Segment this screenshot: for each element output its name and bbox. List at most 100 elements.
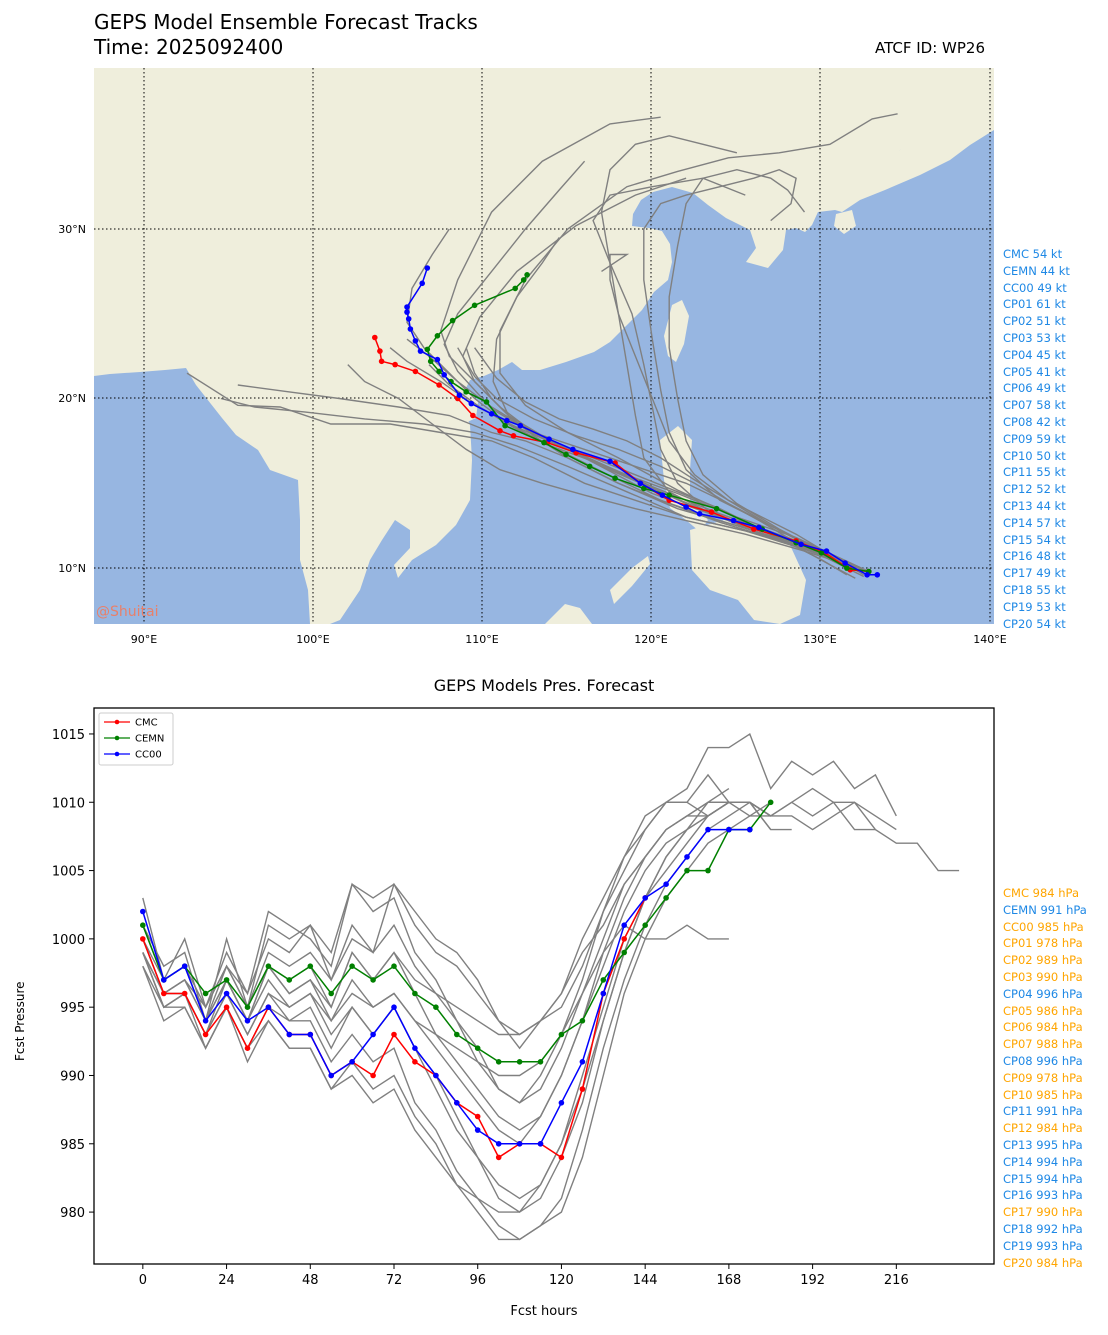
wind-list-item: CP11 55 kt — [1003, 465, 1066, 480]
forecast-time: Time: 2025092400 — [94, 35, 284, 59]
cc00-track-point — [730, 517, 737, 524]
cc00-track-point — [864, 572, 870, 578]
cemn-track-point — [666, 492, 672, 499]
cmc-pressure-point — [140, 936, 146, 942]
cemn-pressure-point — [600, 977, 607, 983]
ensemble-track-line — [406, 338, 870, 573]
cmc-pressure-point — [244, 1045, 251, 1051]
lon-tick: 120°E — [634, 633, 667, 646]
cmc-pressure-point — [181, 990, 188, 997]
cc00-pressure-point — [621, 922, 627, 928]
wind-list-item: CP04 45 kt — [1003, 347, 1066, 362]
cemn-track-point — [541, 439, 547, 446]
cmc-track-point — [392, 361, 398, 368]
cc00-pressure-point — [223, 990, 230, 997]
pressure-list-item: CC00 985 hPa — [1003, 919, 1084, 934]
cemn-pressure-point — [579, 1018, 586, 1024]
cemn-pressure-point — [474, 1045, 481, 1051]
wind-list-item: CEMN 44 kt — [1003, 263, 1070, 278]
y-tick-label: 985 — [60, 1138, 85, 1153]
wind-intensity-list: CMC 54 kt CEMN 44 kt CC00 49 kt CP01 61 kt C… — [1003, 246, 1070, 632]
cemn-track-point — [483, 399, 490, 405]
cc00-pressure-point — [579, 1059, 586, 1065]
ensemble-track-line — [474, 347, 865, 576]
cc00-track-point — [696, 511, 703, 517]
wind-list-item: CP15 54 kt — [1003, 532, 1066, 547]
x-tick-label: 0 — [139, 1273, 147, 1288]
ensemble-pressure-line — [142, 801, 730, 1200]
cemn-pressure-point — [286, 977, 293, 983]
cc00-track-point — [441, 372, 448, 378]
wind-list-item: CP07 58 kt — [1003, 398, 1066, 413]
cmc-track-point — [412, 368, 419, 375]
ensemble-pressure-line — [142, 801, 876, 1104]
cc00-track-point — [468, 400, 475, 407]
x-tick-label: 168 — [716, 1273, 741, 1288]
cmc-pressure-point — [558, 1154, 565, 1161]
cc00-track-point — [570, 446, 576, 453]
cc00-pressure-point — [663, 881, 669, 887]
cc00-track-point — [404, 304, 410, 310]
pressure-list-item: CP14 994 hPa — [1003, 1154, 1083, 1169]
cemn-track-point — [436, 368, 442, 375]
wind-list-item: CP06 49 kt — [1003, 381, 1066, 396]
wind-list-item: CP20 54 kt — [1003, 616, 1066, 631]
ensemble-track-line — [668, 168, 870, 573]
borneo-north — [545, 604, 592, 624]
taiwan-island — [664, 300, 689, 362]
pressure-list-item: CP07 988 hPa — [1003, 1037, 1083, 1052]
lon-tick-labels: 90°E 100°E 110°E 120°E 130°E 140°E — [131, 633, 1007, 646]
cc00-pressure-point — [181, 963, 188, 969]
cmc-pressure-point — [621, 936, 627, 942]
pressure-list-item: CMC 984 hPa — [1003, 886, 1079, 900]
wind-list-item: CP19 53 kt — [1003, 599, 1066, 614]
ensemble-track-line — [592, 177, 870, 573]
watermark: @Shuitai — [96, 604, 158, 620]
cc00-track-point — [823, 548, 830, 554]
philippines-visayas — [690, 520, 806, 624]
pressure-list: CMC 984 hPa CEMN 991 hPa CC00 985 hPa CP01 … — [1003, 885, 1087, 1271]
cc00-track-point — [798, 541, 804, 548]
cc00-pressure-point — [684, 854, 690, 860]
cc00-pressure-point — [726, 826, 732, 833]
cc00-track-point — [417, 348, 424, 354]
pressure-list-item: CP05 986 hPa — [1003, 1003, 1083, 1018]
x-tick-label: 144 — [633, 1273, 658, 1288]
cc00-track-point — [434, 356, 441, 363]
cc00-track-point — [842, 560, 848, 566]
cc00-track-point — [504, 417, 510, 424]
cemn-pressure-point — [412, 990, 418, 997]
legend: CMC CEMN CC00 — [98, 712, 174, 766]
cc00-track-point — [404, 309, 410, 315]
wind-list-item: CP05 41 kt — [1003, 364, 1066, 379]
cc00-track-point — [405, 316, 412, 322]
cc00-pressure-point — [495, 1141, 502, 1147]
x-tick-label: 48 — [302, 1273, 319, 1288]
cc00-pressure-point — [516, 1141, 523, 1147]
legend-cc00: CC00 — [135, 750, 162, 761]
lon-tick: 140°E — [973, 633, 1006, 646]
ensemble-pressure-lines — [142, 732, 960, 1241]
cc00-pressure-point — [474, 1127, 481, 1133]
map-title: GEPS Model Ensemble Forecast Tracks — [94, 10, 478, 34]
cemn-track-point — [449, 317, 456, 324]
ensemble-pressure-line — [142, 773, 772, 1036]
y-tick-label: 1005 — [52, 865, 85, 880]
cc00-pressure-point — [433, 1072, 439, 1079]
pressure-chart: 0 24 48 72 96 120 144 168 192 216 980 985 990 995 1000… — [52, 707, 995, 1288]
pressure-list-item: CP04 996 hPa — [1003, 986, 1083, 1001]
wind-list-item: CP10 50 kt — [1003, 448, 1066, 463]
lon-tick: 110°E — [465, 633, 498, 646]
cemn-track-point — [524, 272, 530, 278]
cemn-pressure-point — [349, 963, 355, 969]
x-tick-label: 72 — [386, 1273, 403, 1288]
cmc-pressure-point — [223, 1004, 230, 1010]
pressure-list-item: CP08 996 hPa — [1003, 1053, 1083, 1068]
cc00-pressure-point — [307, 1031, 314, 1038]
mainland-asia — [94, 68, 994, 624]
wind-list-item: CP13 44 kt — [1003, 498, 1066, 513]
cmc-track-point — [708, 509, 715, 515]
cc00-pressure-point — [370, 1031, 376, 1038]
wind-list-item: CP03 53 kt — [1003, 330, 1066, 345]
cc00-pressure-point — [600, 990, 607, 997]
